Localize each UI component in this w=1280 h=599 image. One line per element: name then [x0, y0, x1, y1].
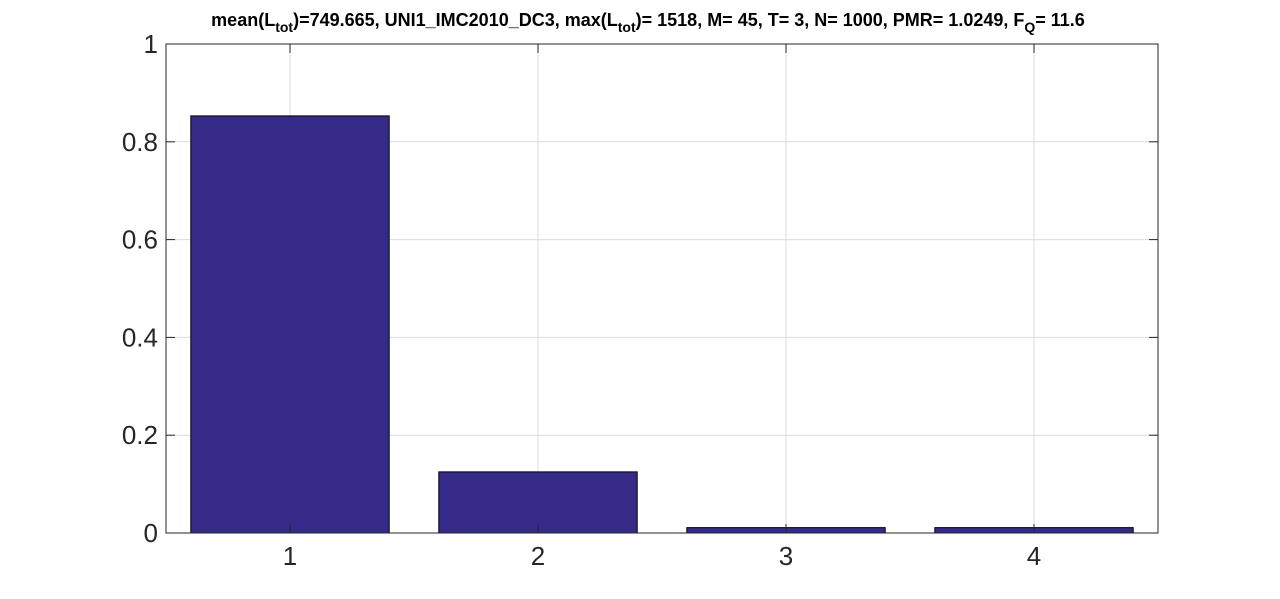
title-part-1: mean(L [211, 10, 275, 30]
title-part-4: = 11.6 [1035, 10, 1085, 30]
chart-title: mean(Ltot)=749.665, UNI1_IMC2010_DC3, ma… [211, 10, 1085, 35]
y-tick-label-4: 0.8 [122, 127, 158, 157]
x-tick-label-2: 2 [531, 541, 545, 571]
title-sub-1: tot [275, 19, 293, 35]
bar-1 [190, 115, 390, 534]
y-tick-label-0: 0 [144, 518, 158, 548]
y-tick-label-1: 0.2 [122, 420, 158, 450]
axes-box [165, 43, 1159, 534]
axis-ticks [166, 43, 1158, 534]
y-tick-label-3: 0.6 [122, 225, 158, 255]
tick-labels: 0 0.2 0.4 0.6 0.8 1 1 2 3 4 [122, 29, 1041, 571]
x-tick-label-1: 1 [283, 541, 297, 571]
y-tick-label-2: 0.4 [122, 322, 158, 352]
y-tick-label-5: 1 [144, 29, 158, 59]
bar-2 [438, 471, 638, 534]
title-sub-2: tot [618, 19, 636, 35]
x-tick-label-4: 4 [1027, 541, 1041, 571]
title-sub-3: Q [1024, 19, 1035, 35]
title-part-3: )= 1518, M= 45, T= 3, N= 1000, PMR= 1.02… [636, 10, 1025, 30]
title-part-2: )=749.665, UNI1_IMC2010_DC3, max(L [293, 10, 618, 30]
bars [190, 115, 1134, 534]
x-tick-label-3: 3 [779, 541, 793, 571]
